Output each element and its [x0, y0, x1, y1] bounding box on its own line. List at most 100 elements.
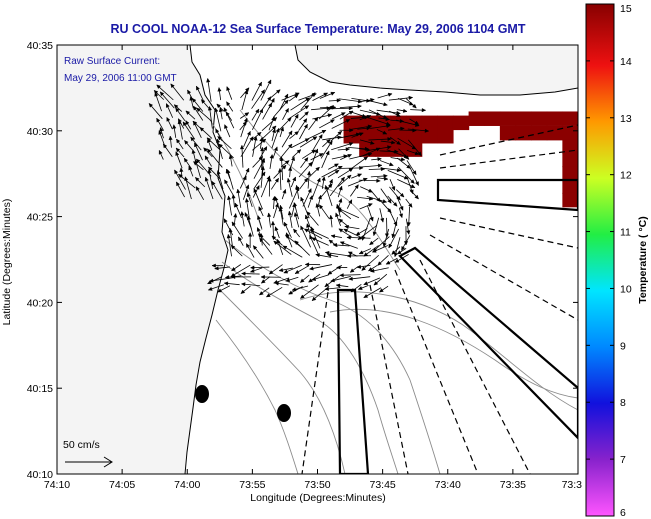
current-vector-head	[339, 273, 344, 278]
sst-cell	[499, 125, 517, 141]
current-vectors	[148, 77, 430, 301]
current-vector-head	[172, 124, 177, 129]
current-vector-head	[421, 108, 427, 113]
current-vector-head	[207, 106, 212, 111]
current-vector-head	[368, 203, 373, 208]
sst-cell	[562, 152, 578, 168]
current-vector-head	[284, 160, 290, 165]
sst-cell	[421, 115, 438, 131]
current-vector	[325, 251, 349, 257]
current-vector-head	[368, 267, 373, 272]
current-vector	[348, 156, 368, 171]
current-vector-head	[340, 112, 346, 117]
current-vector-head	[255, 185, 260, 190]
current-vector-head	[284, 221, 288, 227]
current-vector-head	[414, 120, 420, 125]
colorbar-tick-label: 14	[620, 56, 632, 68]
current-vector-head	[207, 286, 213, 291]
current-vector-head	[267, 177, 272, 182]
current-vector-head	[382, 242, 387, 248]
current-vector-head	[274, 177, 279, 183]
current-vector	[397, 166, 415, 184]
current-vector-head	[387, 92, 393, 97]
current-vector-head	[382, 199, 388, 204]
x-tick-label: 73:35	[500, 479, 526, 491]
x-tick-label: 73:55	[239, 479, 265, 491]
current-vector-head	[363, 293, 369, 298]
current-vector-head	[304, 214, 309, 220]
current-vector-head	[335, 212, 340, 218]
current-vector-head	[324, 184, 329, 190]
current-vector-head	[244, 89, 249, 95]
current-vector-head	[148, 103, 154, 108]
current-vector	[376, 109, 401, 114]
current-vector-head	[156, 84, 161, 90]
current-vector-head	[417, 151, 422, 157]
current-vector-head	[226, 233, 231, 239]
current-vector-head	[281, 164, 287, 170]
radar-beams	[301, 124, 578, 474]
current-vector-head	[308, 161, 313, 167]
current-vector-head	[329, 214, 334, 220]
sst-cell	[562, 192, 578, 208]
current-vector	[205, 177, 214, 200]
current-vector-head	[345, 119, 351, 123]
x-tick-label: 73:3	[562, 479, 583, 491]
current-vector-head	[223, 218, 228, 224]
current-vector-head	[260, 165, 265, 171]
current-vector-head	[195, 177, 200, 182]
current-vector-head	[307, 188, 312, 193]
current-vector-head	[236, 188, 241, 194]
current-vector-head	[323, 92, 329, 97]
current-vector-head	[293, 202, 298, 207]
current-vector-head	[273, 240, 278, 246]
current-vector-head	[260, 89, 265, 95]
current-vector-head	[204, 176, 209, 182]
current-vector-head	[255, 108, 260, 114]
current-vector-head	[328, 140, 333, 146]
current-vector-head	[300, 196, 305, 202]
current-vector-head	[185, 110, 191, 115]
current-vector-head	[215, 128, 220, 134]
current-vector	[338, 98, 362, 103]
current-vector-head	[287, 117, 292, 122]
current-vector-head	[249, 268, 255, 273]
current-vector-head	[176, 138, 181, 144]
current-vector-head	[348, 276, 353, 281]
sst-cell	[515, 111, 532, 126]
current-vector-head	[170, 83, 175, 89]
current-vector-head	[321, 176, 326, 181]
current-vector-head	[291, 156, 295, 161]
current-vector-head	[383, 102, 388, 107]
current-vector-head	[306, 211, 311, 216]
current-vector-head	[408, 95, 414, 100]
current-vector-head	[154, 91, 159, 97]
current-vector-head	[376, 178, 381, 183]
current-vector-head	[366, 115, 372, 119]
current-vector-head	[223, 107, 228, 112]
current-vector-head	[370, 268, 375, 273]
current-vector-head	[189, 96, 194, 101]
current-vector	[260, 175, 271, 198]
sst-cell	[562, 166, 578, 181]
current-vector-head	[335, 283, 341, 288]
current-vector-head	[158, 149, 163, 155]
current-vector-head	[362, 177, 368, 182]
current-vector-head	[257, 215, 261, 220]
current-vector-head	[211, 180, 216, 186]
current-vector-head	[242, 175, 247, 181]
current-vector-head	[238, 236, 243, 242]
sst-cell	[515, 125, 532, 141]
current-vector-head	[278, 206, 283, 212]
station-marker-1	[195, 385, 209, 403]
current-vector-head	[231, 194, 236, 199]
current-vector-head	[336, 98, 342, 103]
colorbar-tick-label: 15	[620, 3, 632, 15]
current-vector-head	[348, 106, 354, 111]
current-vector	[309, 264, 333, 270]
colorbar-ticks: 6 7 8 9 10 11 12 13 14 15	[586, 3, 632, 519]
colorbar-label: Temperature ( °C)	[637, 216, 649, 303]
current-vector-head	[273, 146, 278, 152]
current-vector-head	[166, 116, 171, 122]
